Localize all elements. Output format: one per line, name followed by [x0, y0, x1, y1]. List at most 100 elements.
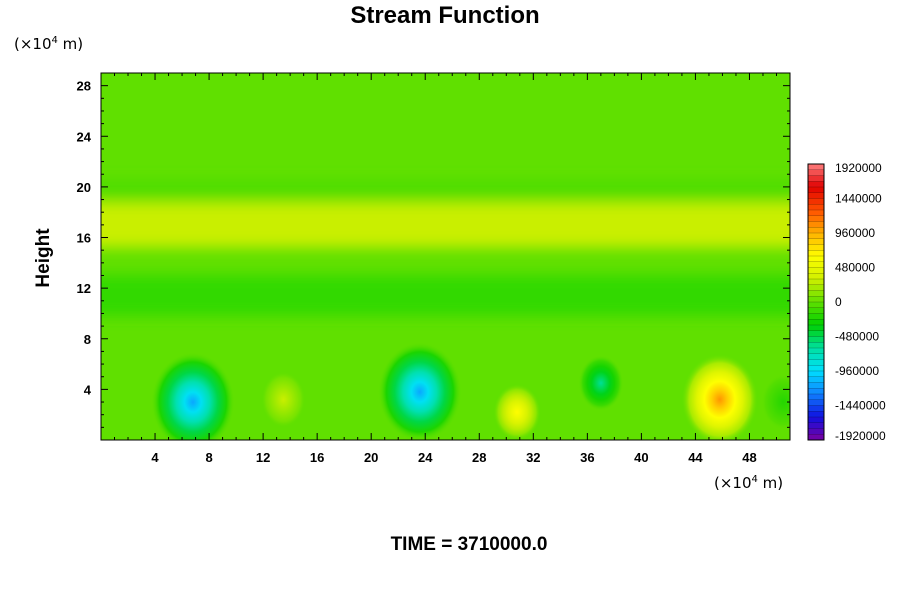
heatmap-extremum-3 — [493, 383, 541, 440]
colorbar-swatch — [808, 394, 824, 401]
colorbar-swatch — [808, 376, 824, 383]
colorbar-tick-label: -480000 — [835, 330, 879, 344]
x-tick-label: 32 — [526, 450, 540, 465]
colorbar-swatch — [808, 238, 824, 245]
colorbar-swatch — [808, 175, 824, 182]
colorbar-swatch — [808, 215, 824, 222]
heatmap-extrema — [150, 341, 790, 440]
colorbar-swatch — [808, 411, 824, 418]
colorbar-tick-label: -1440000 — [835, 399, 886, 413]
colorbar-swatch — [808, 210, 824, 217]
time-label: TIME = 3710000.0 — [391, 534, 548, 555]
heatmap-bands — [101, 180, 790, 316]
y-tick-label: 16 — [77, 231, 91, 246]
colorbar-swatch — [808, 181, 824, 188]
x-tick-label: 28 — [472, 450, 486, 465]
colorbar-swatch — [808, 233, 824, 240]
colorbar-swatch — [808, 325, 824, 332]
colorbar-swatch — [808, 382, 824, 389]
x-unit-label: (×104 m) — [714, 474, 783, 492]
colorbar-swatch — [808, 284, 824, 291]
colorbar-swatch — [808, 399, 824, 406]
colorbar-swatch — [808, 261, 824, 268]
colorbar-tick-label: -1920000 — [835, 429, 886, 443]
x-tick-label: 40 — [634, 450, 648, 465]
colorbar-tick-label: 0 — [835, 295, 842, 309]
colorbar-swatch — [808, 250, 824, 257]
colorbar-swatch — [808, 319, 824, 326]
colorbar-swatch — [808, 296, 824, 303]
colorbar-swatch — [808, 336, 824, 343]
colorbar-tick-label: 1440000 — [835, 192, 882, 206]
y-tick-label: 12 — [77, 281, 91, 296]
colorbar-swatch — [808, 204, 824, 211]
heatmap-extremum-0 — [150, 352, 235, 440]
plot-frame — [100, 72, 791, 441]
heatmap-extremum-5 — [681, 353, 759, 440]
colorbar-swatch — [808, 388, 824, 395]
x-tick-label: 4 — [151, 450, 159, 465]
x-axis: 4 8 12 16 20 24 28 32 36 40 44 48 — [114, 73, 777, 465]
y-tick-label: 28 — [77, 79, 91, 94]
colorbar-swatch — [808, 359, 824, 366]
y-unit-label: (×104 m) — [14, 35, 83, 53]
y-axis: 4 8 12 16 20 24 28 — [77, 79, 790, 428]
colorbar-tick-label: -960000 — [835, 364, 879, 378]
heatmap-extremum-6 — [761, 374, 790, 431]
x-tick-label: 24 — [418, 450, 433, 465]
heatmap-band-1 — [101, 202, 790, 248]
colorbar-swatch — [808, 244, 824, 251]
colorbar-swatch — [808, 192, 824, 199]
colorbar-swatch — [808, 221, 824, 228]
x-tick-label: 48 — [742, 450, 756, 465]
colorbar: 1920000 1440000 960000 480000 0 -480000 -96000… — [807, 161, 886, 443]
colorbar-swatch — [808, 256, 824, 263]
x-tick-label: 44 — [688, 450, 703, 465]
heatmap-extremum-2 — [377, 341, 462, 440]
colorbar-tick-label: 1920000 — [835, 161, 882, 175]
heatmap-extremum-4 — [578, 355, 624, 412]
y-tick-label: 4 — [84, 382, 92, 397]
colorbar-swatch — [808, 330, 824, 337]
colorbar-frame — [807, 163, 825, 441]
colorbar-swatch — [808, 313, 824, 320]
colorbar-swatch — [808, 434, 824, 441]
colorbar-swatch — [808, 169, 824, 176]
colorbar-swatch — [808, 302, 824, 309]
colorbar-swatch — [808, 227, 824, 234]
colorbar-swatch — [808, 422, 824, 429]
colorbar-swatch — [808, 428, 824, 435]
colorbar-swatch — [808, 267, 824, 274]
x-tick-label: 36 — [580, 450, 594, 465]
y-tick-label: 20 — [77, 180, 91, 195]
colorbar-swatch — [808, 290, 824, 297]
colorbar-swatch — [808, 371, 824, 378]
x-tick-label: 8 — [205, 450, 212, 465]
y-tick-label: 8 — [84, 332, 91, 347]
colorbar-swatch — [808, 187, 824, 194]
y-tick-label: 24 — [77, 129, 92, 144]
heatmap-plot-area — [101, 73, 790, 440]
colorbar-swatch — [808, 417, 824, 424]
y-axis-label: Height — [33, 228, 54, 288]
colorbar-tick-label: 960000 — [835, 226, 875, 240]
colorbar-swatch — [808, 164, 824, 171]
colorbar-swatch — [808, 405, 824, 412]
heatmap-band-0 — [101, 180, 790, 199]
colorbar-swatch — [808, 273, 824, 280]
colorbar-swatch — [808, 279, 824, 286]
colorbar-swatch — [808, 198, 824, 205]
colorbar-swatch — [808, 353, 824, 360]
colorbar-swatch — [808, 365, 824, 372]
colorbar-tick-label: 480000 — [835, 261, 875, 275]
chart-title: Stream Function — [350, 2, 539, 29]
colorbar-swatch — [808, 342, 824, 349]
x-tick-label: 20 — [364, 450, 378, 465]
heatmap-extremum-1 — [261, 371, 306, 428]
x-tick-label: 16 — [310, 450, 324, 465]
colorbar-swatch — [808, 307, 824, 314]
x-tick-label: 12 — [256, 450, 270, 465]
heatmap-band-2 — [101, 275, 790, 316]
colorbar-swatch — [808, 348, 824, 355]
